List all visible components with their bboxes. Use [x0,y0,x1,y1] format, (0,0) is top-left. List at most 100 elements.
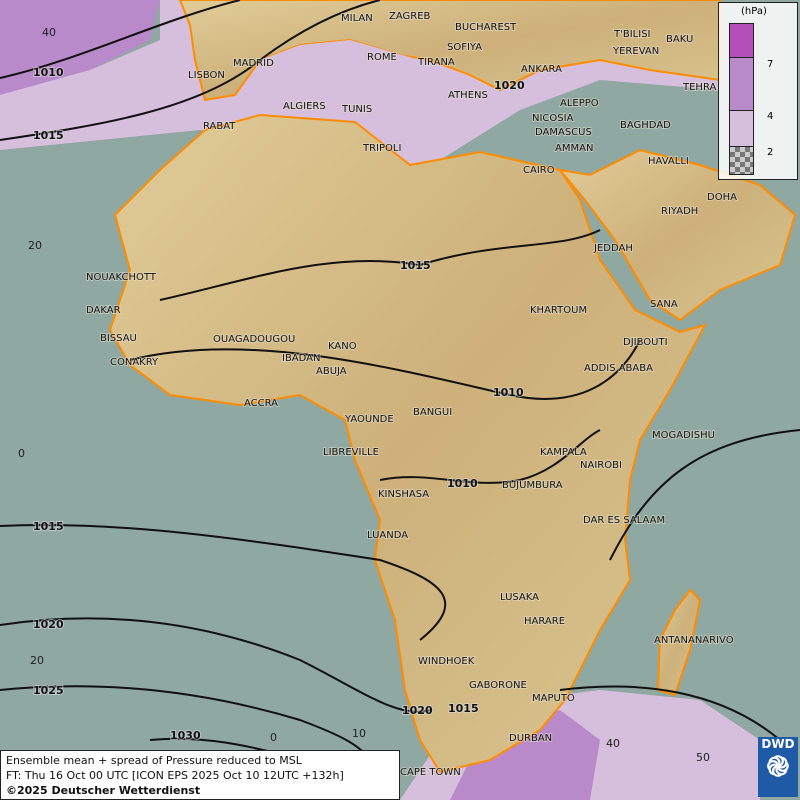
city-label: DURBAN [509,733,552,744]
city-label: CAPE TOWN [400,767,461,778]
city-label: KAMPALA [540,447,587,458]
madagascar-land [656,588,702,697]
city-label: ALGIERS [283,101,326,112]
legend-swatch-high [729,23,754,58]
city-label: NICOSIA [532,113,574,124]
city-label: BISSAU [100,333,137,344]
city-label: MILAN [341,13,373,24]
africa-land [108,113,707,774]
isobar-label: 1020 [494,79,525,92]
dwd-logo: DWD ֎ [758,737,798,797]
city-label: SANA [650,299,678,310]
grid-label: 10 [352,727,366,740]
isobar-label: 1010 [493,386,524,399]
city-label: NOUAKCHOTT [86,272,157,283]
city-label: KHARTOUM [530,305,587,316]
city-label: KINSHASA [378,489,429,500]
city-label: DJIBOUTI [623,337,668,348]
city-label: BUJUMBURA [502,480,563,491]
city-label: ATHENS [448,90,488,101]
city-label: LIBREVILLE [323,447,379,458]
city-label: BUCHAREST [455,22,517,33]
legend-swatch-low [729,110,754,147]
isobar-label: 1015 [448,702,479,715]
grid-label: 0 [18,447,25,460]
city-label: DAKAR [86,305,121,316]
spread-region-northwest [0,0,160,95]
city-label: BAGHDAD [620,120,671,131]
city-label: AMMAN [555,143,593,154]
city-label: T'BILISI [613,29,650,40]
city-label: TRIPOLI [362,143,401,154]
city-label: CAIRO [523,165,555,176]
legend-swatch-mid [729,57,754,111]
city-label: IBADAN [282,353,321,364]
city-label: MOGADISHU [652,430,715,441]
grid-label: 20 [28,239,42,252]
city-label: JEDDAH [593,243,633,254]
city-label: TEHRA [682,82,716,93]
city-label: DAMASCUS [535,127,592,138]
city-label: NAIROBI [580,460,622,471]
isobar-label: 1015 [400,259,431,272]
isobar-label: 1015 [33,520,64,533]
grid-label: 40 [606,737,620,750]
swirl-icon: ֎ [766,750,790,783]
grid-label: 40 [42,26,56,39]
city-label: HARARE [524,616,565,627]
city-label: ALEPPO [560,98,599,109]
city-label: KANO [328,341,357,352]
isobar-label: 1020 [33,618,64,631]
isobar-label: 1020 [402,704,433,717]
city-label: TIRANA [417,57,455,68]
legend-tick: 2 [767,147,774,158]
copyright: ©2025 Deutscher Wetterdienst [6,784,201,797]
grid-label: 50 [696,751,710,764]
city-label: ACCRA [244,398,278,409]
map-caption: Ensemble mean + spread of Pressure reduc… [0,750,400,800]
city-label: ZAGREB [389,11,431,22]
isobar-label: 1010 [447,477,478,490]
city-label: MADRID [233,58,274,69]
city-label: LUSAKA [500,592,539,603]
map-title: Ensemble mean + spread of Pressure reduc… [6,754,302,767]
city-label: SOFIYA [447,42,482,53]
legend-tick: 4 [767,111,774,122]
city-label: RABAT [203,121,236,132]
spread-region-south-core [450,710,600,800]
city-label: TUNIS [341,104,372,115]
grid-label: 20 [30,654,44,667]
legend-tick: 7 [767,59,774,70]
forecast-time: FT: Thu 16 Oct 00 UTC [ICON EPS 2025 Oct… [6,769,344,782]
city-label: YAOUNDE [344,414,394,425]
city-label: MAPUTO [532,693,575,704]
grid-label: 0 [270,731,277,744]
arabia-land [557,148,797,322]
city-label: WINDHOEK [418,656,475,667]
legend-unit: (hPa) [741,6,767,17]
city-label: LUANDA [367,530,408,541]
city-label: DOHA [707,192,737,203]
city-label: OUAGADOUGOU [213,334,295,345]
legend-swatch-min [729,146,754,175]
isobar-label: 1010 [33,66,64,79]
city-label: YEREVAN [612,46,659,57]
city-label: ANKARA [521,64,562,75]
spread-legend: (hPa) 7 4 2 [718,2,798,180]
mediterranean-spread [260,40,480,160]
isobar-label: 1025 [33,684,64,697]
city-label: LISBON [188,70,225,81]
city-label: ADDIS ABABA [584,363,653,374]
dwd-logo-text: DWD [761,737,795,751]
city-label: HAVALLI [648,156,689,167]
city-label: GABORONE [469,680,527,691]
city-label: BAKU [666,34,693,45]
city-label: ABUJA [316,366,347,377]
city-label: ROME [367,52,397,63]
city-label: RIYADH [661,206,698,217]
isobar-label: 1015 [33,129,64,142]
city-label: DAR ES SALAAM [583,515,665,526]
city-label: BANGUI [413,407,452,418]
isobar-label: 1030 [170,729,201,742]
